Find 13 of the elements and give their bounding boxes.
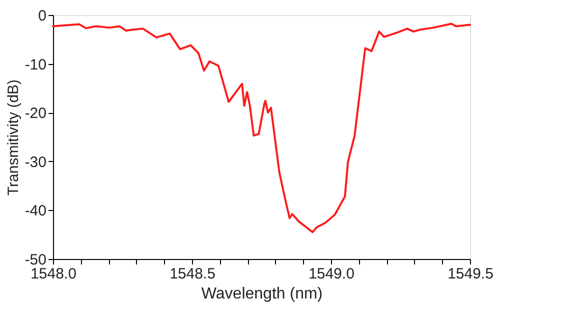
x-axis-title: Wavelength (nm) [201,286,323,302]
y-tick-label: -30 [24,154,46,171]
y-axis-title: Transmitivity (dB) [4,79,22,196]
x-tick-label: 1548.0 [30,266,76,282]
x-tick-label: 1549.5 [448,266,494,282]
line-series [52,22,471,234]
x-tick-label: 1548.5 [170,266,216,282]
y-tick-label: -50 [24,252,46,268]
y-tick-label: -40 [24,202,46,220]
y-tick-label: -20 [24,105,46,122]
x-tick-label: 1549.0 [308,266,354,282]
y-tick-label: 0 [38,8,46,24]
y-tick-label: -10 [24,56,46,74]
